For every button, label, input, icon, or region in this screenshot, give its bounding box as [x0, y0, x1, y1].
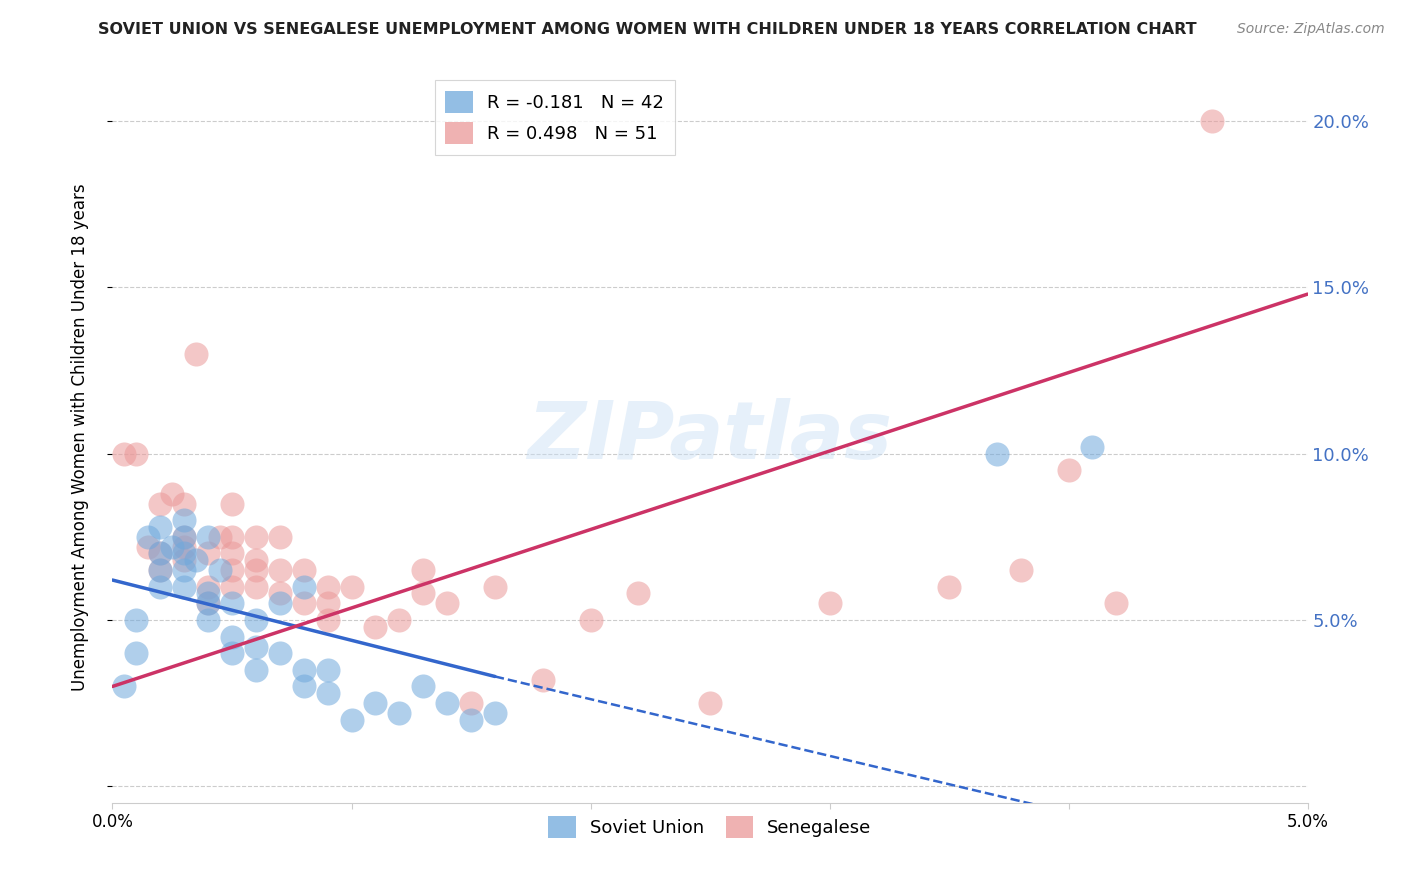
Point	[316, 596, 339, 610]
Point	[938, 580, 960, 594]
Point	[173, 540, 195, 554]
Point	[197, 596, 219, 610]
Point	[316, 686, 339, 700]
Point	[412, 680, 434, 694]
Point	[221, 563, 243, 577]
Point	[245, 580, 267, 594]
Point	[197, 596, 219, 610]
Point	[245, 640, 267, 654]
Point	[292, 663, 315, 677]
Point	[186, 553, 208, 567]
Point	[149, 497, 172, 511]
Text: Source: ZipAtlas.com: Source: ZipAtlas.com	[1237, 22, 1385, 37]
Point	[197, 613, 219, 627]
Point	[221, 497, 243, 511]
Point	[186, 347, 208, 361]
Point	[149, 546, 172, 560]
Point	[269, 646, 291, 660]
Point	[125, 447, 148, 461]
Point	[173, 530, 195, 544]
Point	[316, 613, 339, 627]
Point	[173, 530, 195, 544]
Legend: Soviet Union, Senegalese: Soviet Union, Senegalese	[541, 808, 879, 845]
Point	[1010, 563, 1032, 577]
Point	[114, 680, 135, 694]
Point	[173, 553, 195, 567]
Point	[245, 530, 267, 544]
Point	[579, 613, 602, 627]
Point	[138, 540, 160, 554]
Point	[162, 540, 183, 554]
Point	[269, 563, 291, 577]
Point	[221, 530, 243, 544]
Point	[149, 520, 172, 534]
Point	[149, 563, 172, 577]
Point	[316, 663, 339, 677]
Point	[149, 546, 172, 560]
Point	[221, 630, 243, 644]
Point	[412, 563, 434, 577]
Point	[173, 513, 195, 527]
Text: ZIPatlas: ZIPatlas	[527, 398, 893, 476]
Point	[364, 619, 387, 633]
Point	[340, 713, 363, 727]
Point	[292, 596, 315, 610]
Point	[460, 696, 482, 710]
Point	[245, 563, 267, 577]
Text: SOVIET UNION VS SENEGALESE UNEMPLOYMENT AMONG WOMEN WITH CHILDREN UNDER 18 YEARS: SOVIET UNION VS SENEGALESE UNEMPLOYMENT …	[98, 22, 1197, 37]
Point	[149, 563, 172, 577]
Point	[197, 586, 219, 600]
Point	[292, 563, 315, 577]
Point	[173, 497, 195, 511]
Point	[1201, 114, 1223, 128]
Point	[269, 586, 291, 600]
Point	[316, 580, 339, 594]
Point	[173, 563, 195, 577]
Point	[209, 563, 232, 577]
Point	[818, 596, 841, 610]
Point	[484, 706, 506, 720]
Point	[699, 696, 721, 710]
Point	[627, 586, 650, 600]
Point	[221, 546, 243, 560]
Point	[197, 530, 219, 544]
Point	[221, 580, 243, 594]
Point	[986, 447, 1008, 461]
Point	[388, 706, 411, 720]
Point	[173, 580, 195, 594]
Point	[245, 613, 267, 627]
Point	[1105, 596, 1128, 610]
Point	[197, 546, 219, 560]
Point	[340, 580, 363, 594]
Point	[221, 646, 243, 660]
Point	[149, 580, 172, 594]
Point	[1057, 463, 1080, 477]
Point	[388, 613, 411, 627]
Point	[460, 713, 482, 727]
Point	[436, 596, 458, 610]
Point	[125, 613, 148, 627]
Point	[173, 546, 195, 560]
Point	[364, 696, 387, 710]
Point	[1081, 440, 1104, 454]
Point	[162, 486, 183, 500]
Point	[125, 646, 148, 660]
Point	[245, 553, 267, 567]
Point	[269, 530, 291, 544]
Point	[221, 596, 243, 610]
Point	[484, 580, 506, 594]
Point	[197, 580, 219, 594]
Point	[114, 447, 135, 461]
Point	[436, 696, 458, 710]
Point	[209, 530, 232, 544]
Y-axis label: Unemployment Among Women with Children Under 18 years: Unemployment Among Women with Children U…	[70, 183, 89, 691]
Point	[269, 596, 291, 610]
Point	[245, 663, 267, 677]
Point	[292, 680, 315, 694]
Point	[531, 673, 554, 687]
Point	[412, 586, 434, 600]
Point	[292, 580, 315, 594]
Point	[138, 530, 160, 544]
